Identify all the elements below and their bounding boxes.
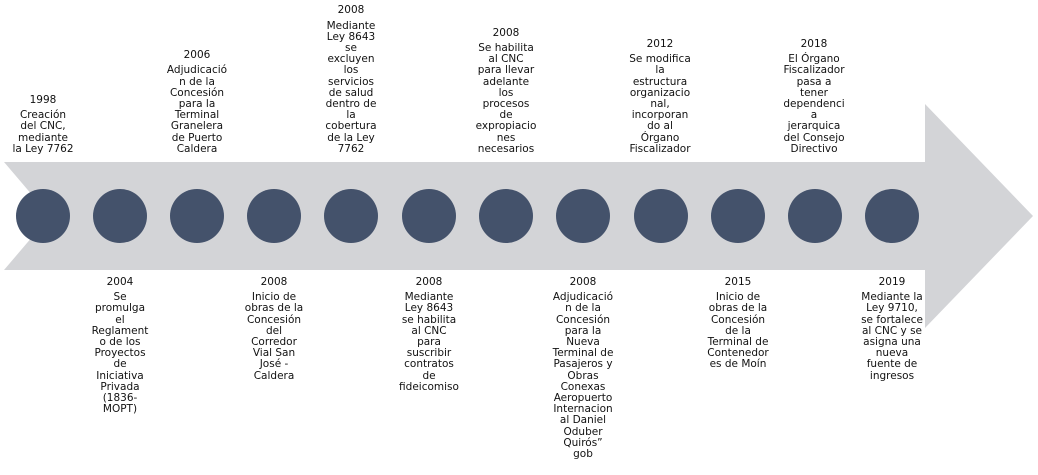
event-below: 2008 Inicio de obras de la Concesión del… xyxy=(243,276,305,382)
event-above: 2018 El Órgano Fiscalizador pasa a tener… xyxy=(783,37,845,155)
timeline-dot-2008-a xyxy=(247,189,301,243)
timeline-dot-2006 xyxy=(170,189,224,243)
timeline-dot-2008-e xyxy=(556,189,610,243)
event-below: 2008 Adjudicación de la Concesión para l… xyxy=(552,276,614,461)
event-above: 2008 Se habilita al CNC para llevar adel… xyxy=(475,26,537,155)
event-above: 1998 Creación del CNC, mediante la Ley 7… xyxy=(12,93,74,155)
timeline-dot-2008-c xyxy=(402,189,456,243)
timeline-dot-2012 xyxy=(634,189,688,243)
event-above: 2008 Mediante Ley 8643 se excluyen los s… xyxy=(320,5,382,155)
event-above: 2012 Se modifica la estructura organizac… xyxy=(629,37,691,155)
event-below: 2004 Se promulga el Reglamento de los Pr… xyxy=(89,276,151,416)
event-text: Mediante la Ley 9710, se fortalece al CN… xyxy=(861,291,923,382)
event-text: Inicio de obras de la Concesión del Corr… xyxy=(244,291,304,382)
event-text: Inicio de obras de la Concesión de la Te… xyxy=(707,291,769,371)
event-year: 2018 xyxy=(800,37,828,50)
event-year: 2019 xyxy=(878,276,906,288)
event-year: 2008 xyxy=(492,26,520,39)
event-text: Se modifica la estructura organizacional… xyxy=(629,53,691,155)
event-year: 2004 xyxy=(106,276,134,288)
event-text: Adjudicación de la Concesión para la Nue… xyxy=(552,291,614,461)
event-above: 2006 Adjudicación de la Concesión para l… xyxy=(166,49,228,155)
event-text: Creación del CNC, mediante la Ley 7762 xyxy=(12,109,74,155)
event-year: 2008 xyxy=(260,276,288,288)
timeline-dot-2019 xyxy=(865,189,919,243)
event-year: 2015 xyxy=(724,276,752,288)
event-below: 2008 Mediante Ley 8643 se habilita al CN… xyxy=(398,276,460,393)
timeline-dot-2018 xyxy=(788,189,842,243)
event-year: 2012 xyxy=(646,37,674,50)
event-year: 2008 xyxy=(415,276,443,288)
event-text: El Órgano Fiscalizador pasa a tener depe… xyxy=(783,53,845,155)
timeline-dot-2008-d xyxy=(479,189,533,243)
event-below: 2015 Inicio de obras de la Concesión de … xyxy=(707,276,769,371)
event-text: Adjudicación de la Concesión para la Ter… xyxy=(166,64,228,155)
event-year: 1998 xyxy=(29,93,57,106)
event-year: 2006 xyxy=(183,49,211,62)
event-year: 2008 xyxy=(569,276,597,288)
event-text: Mediante Ley 8643 se habilita al CNC par… xyxy=(399,291,459,393)
timeline-dot-2015 xyxy=(711,189,765,243)
event-text: Se promulga el Reglamento de los Proyect… xyxy=(91,291,149,416)
timeline-dot-2004 xyxy=(93,189,147,243)
event-year: 2008 xyxy=(337,4,365,17)
timeline-dot-1998 xyxy=(16,189,70,243)
timeline-dot-2008-b xyxy=(324,189,378,243)
event-text: Se habilita al CNC para llevar adelante … xyxy=(475,41,537,155)
event-below: 2019 Mediante la Ley 9710, se fortalece … xyxy=(861,276,923,382)
event-text: Mediante Ley 8643 se excluyen los servic… xyxy=(325,19,377,155)
